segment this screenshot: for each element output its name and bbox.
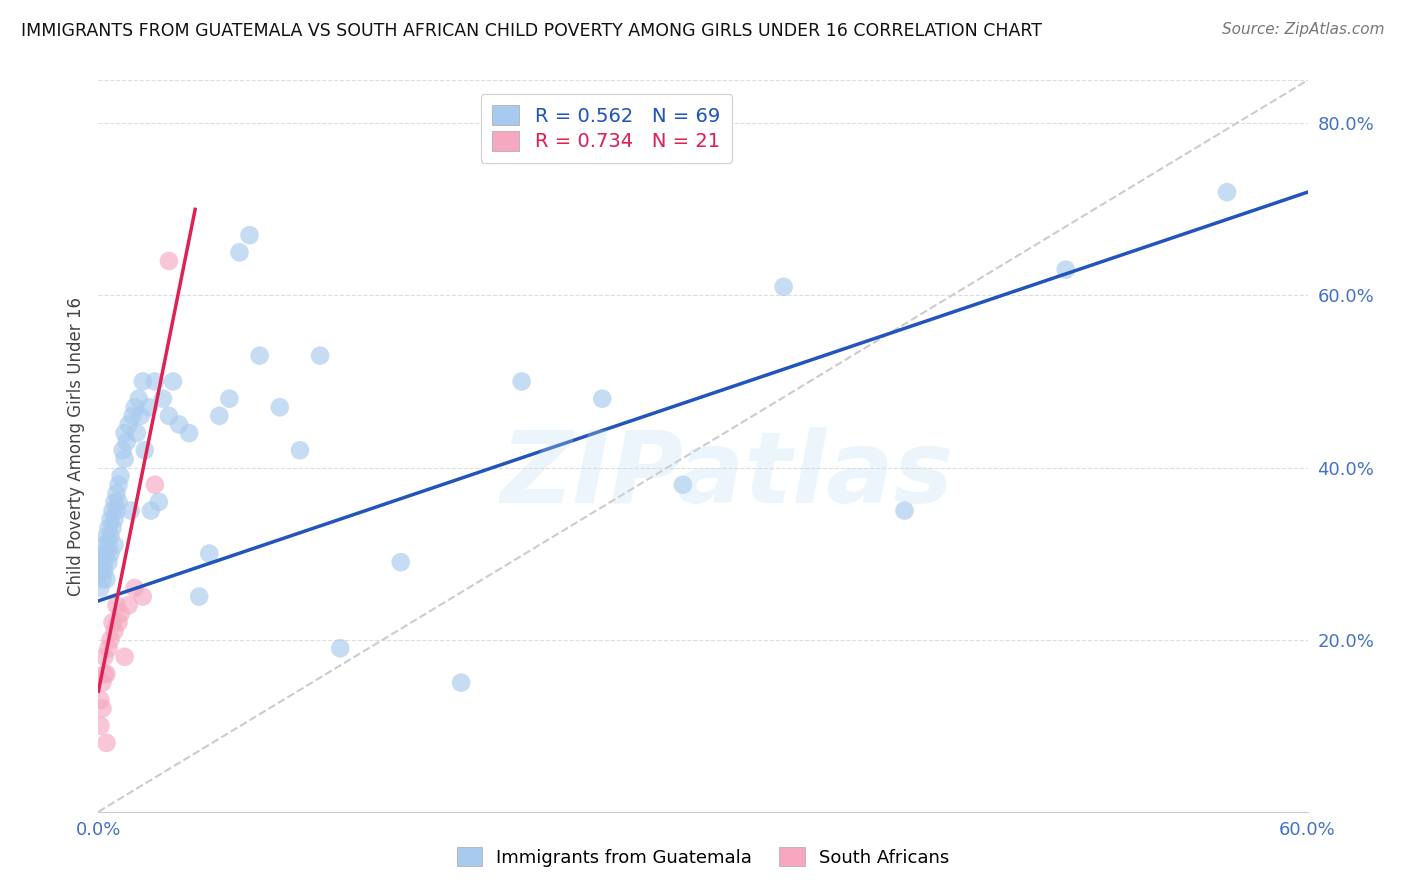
Point — [107, 495, 129, 509]
Point — [1054, 262, 1077, 277]
Point — [128, 392, 150, 406]
Point — [101, 615, 124, 630]
Point — [329, 641, 352, 656]
Point — [228, 245, 250, 260]
Point — [124, 581, 146, 595]
Point — [96, 573, 118, 587]
Point — [288, 443, 311, 458]
Point — [672, 477, 695, 491]
Point — [120, 503, 142, 517]
Point — [893, 503, 915, 517]
Point — [96, 736, 118, 750]
Point — [510, 375, 533, 389]
Point — [179, 426, 201, 441]
Point — [772, 280, 794, 294]
Point — [152, 392, 174, 406]
Point — [121, 409, 143, 423]
Point — [105, 598, 128, 612]
Point — [97, 641, 120, 656]
Point — [100, 632, 122, 647]
Point — [157, 409, 180, 423]
Point — [91, 547, 114, 561]
Point — [103, 495, 125, 509]
Point — [103, 512, 125, 526]
Text: Source: ZipAtlas.com: Source: ZipAtlas.com — [1222, 22, 1385, 37]
Point — [91, 675, 114, 690]
Point — [107, 615, 129, 630]
Legend: R = 0.562   N = 69, R = 0.734   N = 21: R = 0.562 N = 69, R = 0.734 N = 21 — [481, 94, 733, 163]
Point — [93, 555, 115, 569]
Point — [101, 521, 124, 535]
Legend: Immigrants from Guatemala, South Africans: Immigrants from Guatemala, South African… — [450, 840, 956, 874]
Point — [101, 503, 124, 517]
Point — [167, 417, 190, 432]
Point — [100, 529, 122, 543]
Point — [97, 521, 120, 535]
Point — [97, 555, 120, 569]
Point — [157, 254, 180, 268]
Point — [162, 375, 184, 389]
Point — [450, 675, 472, 690]
Point — [93, 649, 115, 664]
Point — [118, 417, 141, 432]
Point — [132, 590, 155, 604]
Text: IMMIGRANTS FROM GUATEMALA VS SOUTH AFRICAN CHILD POVERTY AMONG GIRLS UNDER 16 CO: IMMIGRANTS FROM GUATEMALA VS SOUTH AFRIC… — [21, 22, 1042, 40]
Point — [269, 401, 291, 415]
Point — [188, 590, 211, 604]
Point — [218, 392, 240, 406]
Point — [96, 529, 118, 543]
Point — [239, 228, 262, 243]
Point — [115, 434, 138, 449]
Y-axis label: Child Poverty Among Girls Under 16: Child Poverty Among Girls Under 16 — [66, 296, 84, 596]
Point — [89, 693, 111, 707]
Point — [89, 719, 111, 733]
Point — [103, 538, 125, 552]
Point — [96, 547, 118, 561]
Point — [110, 607, 132, 621]
Point — [118, 598, 141, 612]
Point — [91, 564, 114, 578]
Point — [132, 375, 155, 389]
Point — [105, 486, 128, 500]
Point — [93, 667, 115, 681]
Point — [125, 426, 148, 441]
Point — [114, 649, 136, 664]
Point — [89, 555, 111, 569]
Point — [91, 573, 114, 587]
Point — [96, 667, 118, 681]
Point — [129, 409, 152, 423]
Point — [143, 477, 166, 491]
Point — [124, 401, 146, 415]
Text: ZIPatlas: ZIPatlas — [501, 426, 953, 524]
Point — [139, 503, 162, 517]
Point — [143, 375, 166, 389]
Point — [107, 477, 129, 491]
Point — [249, 349, 271, 363]
Point — [105, 503, 128, 517]
Point — [110, 469, 132, 483]
Point — [138, 401, 160, 415]
Point — [148, 495, 170, 509]
Point — [93, 538, 115, 552]
Point — [114, 426, 136, 441]
Point — [91, 701, 114, 715]
Point — [134, 443, 156, 458]
Point — [111, 443, 134, 458]
Point — [591, 392, 613, 406]
Point — [309, 349, 332, 363]
Point — [208, 409, 231, 423]
Point — [97, 538, 120, 552]
Point — [100, 512, 122, 526]
Point — [93, 564, 115, 578]
Point — [89, 581, 111, 595]
Point — [114, 451, 136, 466]
Point — [389, 555, 412, 569]
Point — [198, 547, 221, 561]
Point — [1216, 185, 1239, 199]
Point — [103, 624, 125, 638]
Point — [100, 547, 122, 561]
